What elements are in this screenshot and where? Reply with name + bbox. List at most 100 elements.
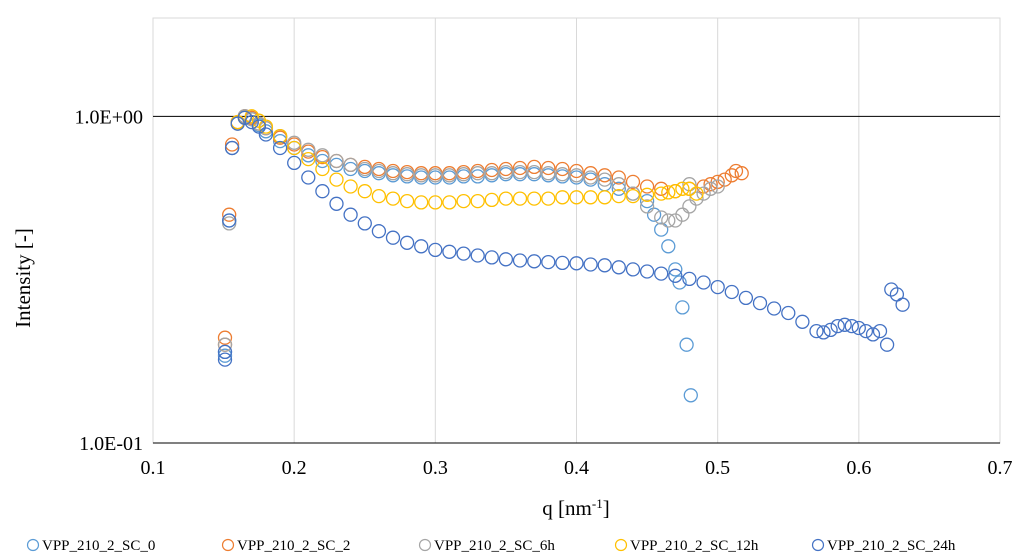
legend-marker <box>811 538 825 552</box>
data-point <box>752 295 768 311</box>
data-point <box>527 164 542 180</box>
data-point <box>703 181 718 196</box>
legend-label: VPP_210_2_SC_12h <box>630 538 759 554</box>
data-point <box>343 157 358 173</box>
data-point <box>844 318 859 334</box>
data-point <box>611 181 626 196</box>
series-VPP_210_2_SC_12h <box>230 109 704 210</box>
data-point <box>872 323 888 339</box>
data-point <box>597 190 612 205</box>
data-point <box>795 314 810 329</box>
data-point <box>357 216 372 231</box>
data-point <box>527 191 542 206</box>
x-tick-label: 0.4 <box>564 457 589 479</box>
data-point <box>258 119 274 134</box>
x-tick-label: 0.2 <box>282 457 307 479</box>
data-point <box>865 327 881 342</box>
data-point <box>498 191 514 206</box>
data-point <box>315 161 330 177</box>
data-point <box>668 268 683 283</box>
data-point <box>654 222 669 237</box>
data-point <box>724 168 739 183</box>
x-tick-label: 0.6 <box>846 457 871 479</box>
data-point <box>315 148 330 163</box>
legend-marker <box>26 538 40 552</box>
data-point <box>879 337 895 352</box>
data-point <box>329 153 344 169</box>
data-point <box>569 163 584 179</box>
data-point <box>498 252 514 267</box>
data-point <box>646 207 662 222</box>
data-point <box>569 168 584 183</box>
legend: VPP_210_2_SC_0 VPP_210_2_SC_2 VPP_210_2_SC… <box>26 538 956 554</box>
data-point <box>682 177 697 192</box>
data-point <box>399 235 415 250</box>
x-tick-label: 0.3 <box>423 457 448 479</box>
data-point <box>484 250 499 265</box>
data-point <box>639 187 655 202</box>
data-point <box>399 193 415 209</box>
data-point <box>682 271 697 287</box>
data-point <box>710 179 725 194</box>
data-point <box>597 168 612 183</box>
data-point <box>217 337 233 352</box>
data-point <box>470 169 485 184</box>
x-axis-title-main: q [nm <box>542 496 592 520</box>
data-point <box>222 207 237 222</box>
data-point <box>357 184 372 199</box>
data-point <box>696 275 711 290</box>
x-axis-ticks: 0.1 0.2 0.3 0.4 0.5 0.6 0.7 <box>141 457 1013 479</box>
data-point <box>781 305 796 321</box>
data-point <box>668 184 683 199</box>
data-point <box>682 199 697 214</box>
data-point <box>484 162 499 178</box>
data-point <box>527 254 542 269</box>
legend-label: VPP_210_2_SC_0 <box>42 538 155 554</box>
data-point <box>597 172 612 187</box>
series-VPP_210_2_SC_2 <box>217 109 749 352</box>
data-point <box>555 255 570 271</box>
grid-lines <box>152 17 1001 444</box>
data-point <box>555 161 570 177</box>
data-point <box>470 248 485 263</box>
data-point <box>541 166 556 181</box>
data-point <box>611 260 626 275</box>
data-point <box>371 163 387 179</box>
data-point <box>583 170 598 185</box>
plot-area <box>217 109 910 403</box>
data-point <box>385 230 401 245</box>
data-point <box>541 160 556 176</box>
data-point <box>654 181 669 196</box>
data-point <box>625 174 641 190</box>
data-point <box>414 168 429 183</box>
x-tick-label: 0.5 <box>705 457 730 479</box>
data-point <box>301 151 316 167</box>
data-point <box>343 179 358 194</box>
data-point <box>583 190 598 205</box>
data-point <box>315 184 330 199</box>
data-point <box>428 242 443 258</box>
data-point <box>837 317 852 332</box>
data-point <box>654 186 669 201</box>
data-point <box>809 323 824 339</box>
data-point <box>498 164 514 180</box>
data-point <box>569 256 584 271</box>
data-point <box>527 159 542 175</box>
data-point <box>329 172 344 187</box>
y-tick-label: 1.0E-01 <box>79 433 143 455</box>
data-point <box>682 181 697 196</box>
data-point <box>217 344 233 360</box>
legend-label: VPP_210_2_SC_24h <box>827 538 956 554</box>
data-point <box>343 207 358 222</box>
data-point <box>583 257 598 272</box>
data-point <box>625 188 641 204</box>
data-point <box>639 264 655 279</box>
data-point <box>639 199 655 214</box>
data-point <box>858 323 874 339</box>
x-tick-label: 0.1 <box>141 457 166 479</box>
data-point <box>470 166 485 181</box>
data-point <box>272 133 288 149</box>
data-point <box>442 244 457 259</box>
data-point <box>217 348 233 363</box>
